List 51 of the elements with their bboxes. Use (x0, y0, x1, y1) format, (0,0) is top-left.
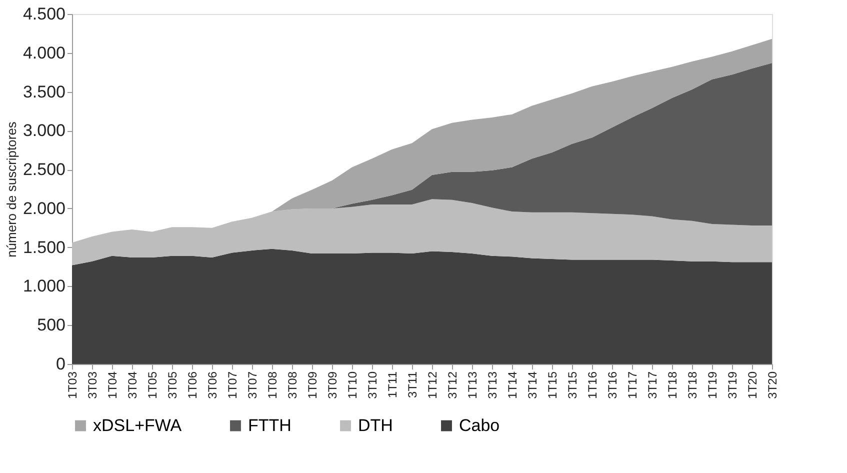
x-tick-label: 3T19 (726, 371, 740, 399)
x-tick-label: 1T03 (66, 371, 80, 399)
x-tick-label: 1T09 (306, 371, 320, 399)
x-tick-label: 3T14 (526, 371, 540, 399)
x-tick-label: 3T12 (446, 371, 460, 399)
x-tick-label: 3T06 (206, 371, 220, 399)
x-tick-label: 3T16 (606, 371, 620, 399)
x-tick-label: 3T18 (686, 371, 700, 399)
x-tick-label: 3T17 (646, 371, 660, 399)
legend-label: xDSL+FWA (93, 416, 182, 435)
legend-label: DTH (358, 416, 393, 435)
x-tick-label: 3T10 (366, 371, 380, 399)
x-tick-label: 1T14 (506, 371, 520, 399)
y-tick-label: 4.000 (22, 43, 66, 62)
x-tick-label: 3T13 (486, 371, 500, 399)
legend-label: FTTH (248, 416, 292, 435)
x-tick-label: 3T04 (126, 371, 140, 399)
y-tick-label: 1.500 (22, 238, 66, 257)
x-tick-label: 3T09 (326, 371, 340, 399)
y-tick-label: 2.500 (22, 160, 66, 180)
x-tick-label: 1T16 (586, 371, 600, 399)
x-tick-label: 1T13 (466, 371, 480, 399)
y-tick-label: 3.000 (22, 121, 66, 140)
x-tick-label: 1T07 (226, 371, 240, 399)
x-tick-label: 3T07 (246, 371, 260, 399)
x-tick-label: 1T15 (546, 371, 560, 399)
y-tick-label: 0 (56, 354, 66, 374)
x-tick-label: 3T08 (286, 371, 300, 399)
y-axis-title: número de suscriptores (4, 121, 19, 258)
x-tick-label: 1T19 (706, 371, 720, 399)
x-tick-label: 1T12 (426, 371, 440, 399)
x-tick-label: 3T03 (86, 371, 100, 399)
x-tick-label: 3T11 (406, 371, 420, 398)
legend-label: Cabo (459, 416, 500, 435)
y-tick-label: 500 (37, 316, 66, 335)
x-tick-label: 3T15 (566, 371, 580, 399)
x-tick-label: 3T20 (766, 371, 780, 399)
x-tick-label: 1T17 (626, 371, 640, 399)
y-tick-label: 2.000 (22, 198, 66, 218)
x-tick-label: 1T10 (346, 371, 360, 399)
x-tick-label: 1T18 (666, 371, 680, 399)
y-tick-label: 1.000 (22, 276, 66, 296)
x-tick-label: 1T11 (386, 371, 400, 398)
x-tick-label: 1T05 (146, 371, 160, 399)
y-tick-label: 3.500 (22, 82, 66, 102)
x-tick-label: 1T04 (106, 371, 120, 399)
y-tick-label: 4.500 (22, 4, 66, 24)
x-tick-label: 1T06 (186, 371, 200, 399)
x-tick-label: 1T08 (266, 371, 280, 399)
x-tick-label: 3T05 (166, 371, 180, 399)
x-tick-label: 1T20 (746, 371, 760, 399)
